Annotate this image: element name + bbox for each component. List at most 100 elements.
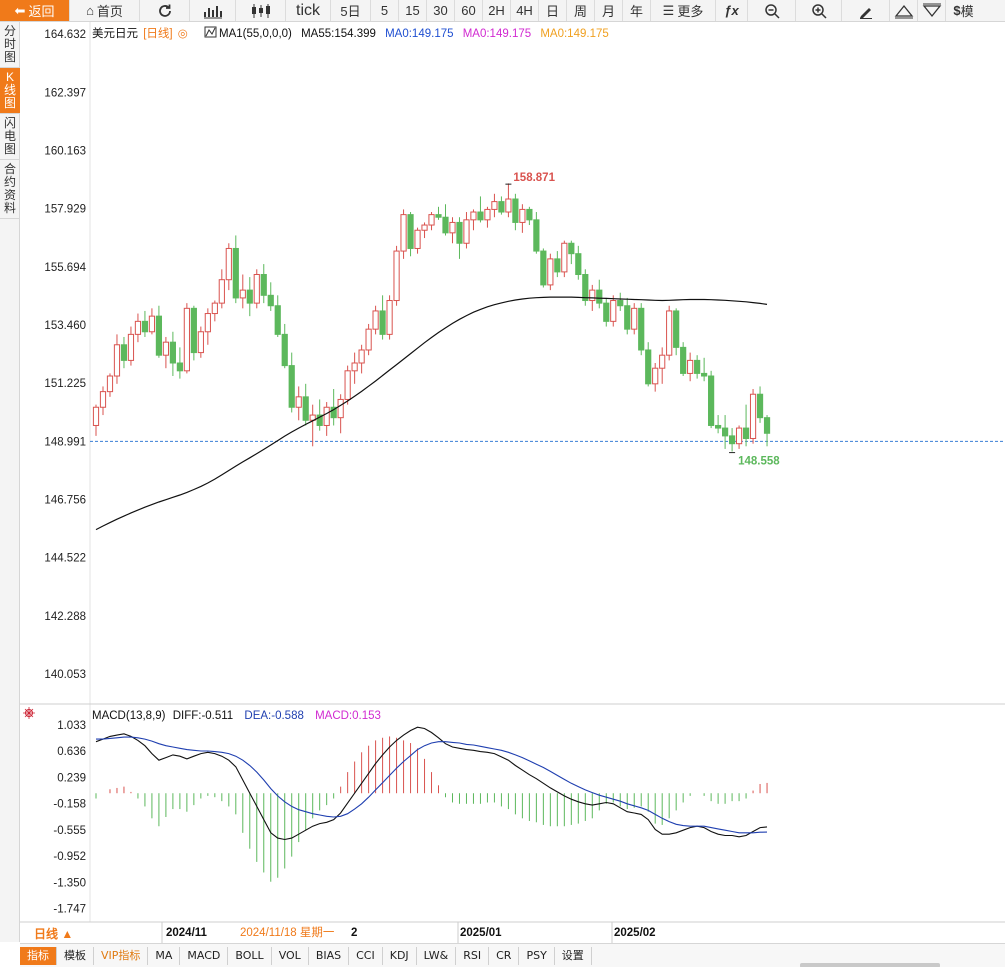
candle-style-button[interactable] [236, 0, 286, 21]
candle-body [561, 242, 568, 273]
candle-body [498, 201, 505, 213]
macd-settings-icon[interactable] [23, 707, 35, 719]
draw-button[interactable] [842, 0, 890, 21]
back-button[interactable]: ⬅ 返回 [0, 0, 70, 21]
candle-body [652, 367, 659, 385]
legend-ma55: MA55:154.399 [301, 28, 376, 40]
view-tab-2[interactable]: 闪电图 [0, 114, 20, 160]
candle-body [519, 208, 526, 223]
price-axis-tick: 148.991 [44, 436, 86, 448]
refresh-button[interactable] [140, 0, 190, 21]
candle-body [694, 359, 701, 374]
candle-body [288, 365, 295, 408]
candle-body [477, 211, 484, 221]
formula-button[interactable]: ƒx [716, 0, 748, 21]
chart-area[interactable]: 164.632 162.397 160.163 157.929 155.694 153.4… [20, 22, 1005, 943]
home-button[interactable]: ⌂ 首页 [70, 0, 140, 21]
indicator-tab-4[interactable]: MACD [180, 946, 229, 965]
candle-body [742, 427, 750, 439]
legend-ma0-orange: MA0:149.175 [540, 28, 608, 40]
indicator-tab-7[interactable]: BIAS [309, 946, 350, 965]
price-axis-tick: 157.929 [44, 204, 86, 216]
more-button[interactable]: ☰ 更多 [651, 0, 716, 21]
price-axis-tick: 153.460 [44, 320, 86, 332]
zoom-out-button[interactable] [748, 0, 796, 21]
period-60min[interactable]: 60 [455, 0, 483, 21]
candle-body [218, 279, 225, 304]
candle-body [505, 198, 512, 213]
indicator-tab-9[interactable]: KDJ [383, 946, 417, 965]
candle-body [99, 391, 107, 408]
period-5min[interactable]: 5 [371, 0, 399, 21]
candle-body [113, 344, 121, 377]
period-dropdown-label: 日线 ▲ [34, 926, 73, 941]
date-label-jan: 2025/01 [460, 927, 502, 939]
indicator-tab-1[interactable]: 模板 [57, 946, 94, 965]
period-week[interactable]: 周 [567, 0, 595, 21]
candle-body [666, 310, 673, 356]
candle-body [169, 341, 176, 364]
indicator-tab-2[interactable]: VIP指标 [94, 946, 149, 965]
dollar-icon: $ [953, 3, 961, 18]
chart-scrollbar[interactable] [800, 963, 940, 967]
candle-body [407, 214, 414, 249]
macd-legend-diff: DIFF:-0.511 [173, 710, 234, 722]
candle-body [197, 331, 204, 354]
zoom-in-button[interactable] [796, 0, 842, 21]
period-15min[interactable]: 15 [399, 0, 427, 21]
indicator-tab-10[interactable]: LW& [417, 946, 457, 965]
candle-body [491, 201, 498, 210]
legend-symbol: 美元日元 [92, 26, 138, 40]
macd-legend-macd: MACD:0.153 [315, 710, 381, 722]
period-dropdown[interactable] [20, 923, 90, 943]
triangle-up-button[interactable] [890, 0, 918, 21]
menu-icon: ☰ [662, 2, 675, 18]
triangle-down-button[interactable] [918, 0, 946, 21]
refresh-icon [158, 4, 171, 17]
candle-body [281, 333, 288, 367]
indicator-tab-5[interactable]: BOLL [228, 946, 272, 965]
indicator-tab-14[interactable]: 设置 [555, 946, 592, 965]
period-day[interactable]: 日 [539, 0, 567, 21]
period-5day[interactable]: 5日 [331, 0, 371, 21]
legend-toggle-icon[interactable] [204, 26, 217, 38]
candle-body [575, 253, 582, 275]
view-tab-0[interactable]: 分时图 [0, 22, 20, 68]
indicator-tab-8[interactable]: CCI [349, 946, 383, 965]
indicator-tab-0[interactable]: 指标 [20, 946, 57, 965]
triangle-up-icon [894, 4, 913, 18]
period-month[interactable]: 月 [595, 0, 623, 21]
candle-body [351, 362, 358, 372]
candle-body [728, 435, 736, 445]
candle-body [763, 417, 771, 434]
candle-body [512, 198, 519, 223]
triangle-down-icon [922, 3, 941, 17]
chart-type-button[interactable] [190, 0, 236, 21]
period-4h[interactable]: 4H [511, 0, 539, 21]
period-year[interactable]: 年 [623, 0, 651, 21]
indicator-tab-6[interactable]: VOL [272, 946, 309, 965]
zoom-in-icon [811, 3, 827, 19]
indicator-tab-11[interactable]: RSI [456, 946, 490, 965]
candlestick-icon [251, 3, 270, 18]
period-2h[interactable]: 2H [483, 0, 511, 21]
legend-ma0-magenta: MA0:149.175 [463, 28, 531, 40]
macd-legend-dea: DEA:-0.588 [244, 710, 303, 722]
candle-body [330, 406, 337, 419]
period-30min[interactable]: 30 [427, 0, 455, 21]
indicator-tab-13[interactable]: PSY [519, 946, 555, 965]
candle-body [687, 359, 694, 374]
model-button[interactable]: $ 模 [953, 3, 974, 19]
candle-body [456, 221, 463, 244]
candle-body [708, 375, 715, 426]
ma55-series-line [95, 296, 768, 531]
min-price-label: 148.558 [738, 456, 780, 468]
candle-body [735, 427, 743, 445]
candle-body [148, 315, 156, 333]
view-tab-3[interactable]: 合约资料 [0, 160, 20, 219]
tick-button[interactable]: tick [286, 0, 331, 21]
indicator-tab-12[interactable]: CR [489, 946, 520, 965]
candle-body [393, 250, 400, 302]
indicator-tab-3[interactable]: MA [148, 946, 181, 965]
